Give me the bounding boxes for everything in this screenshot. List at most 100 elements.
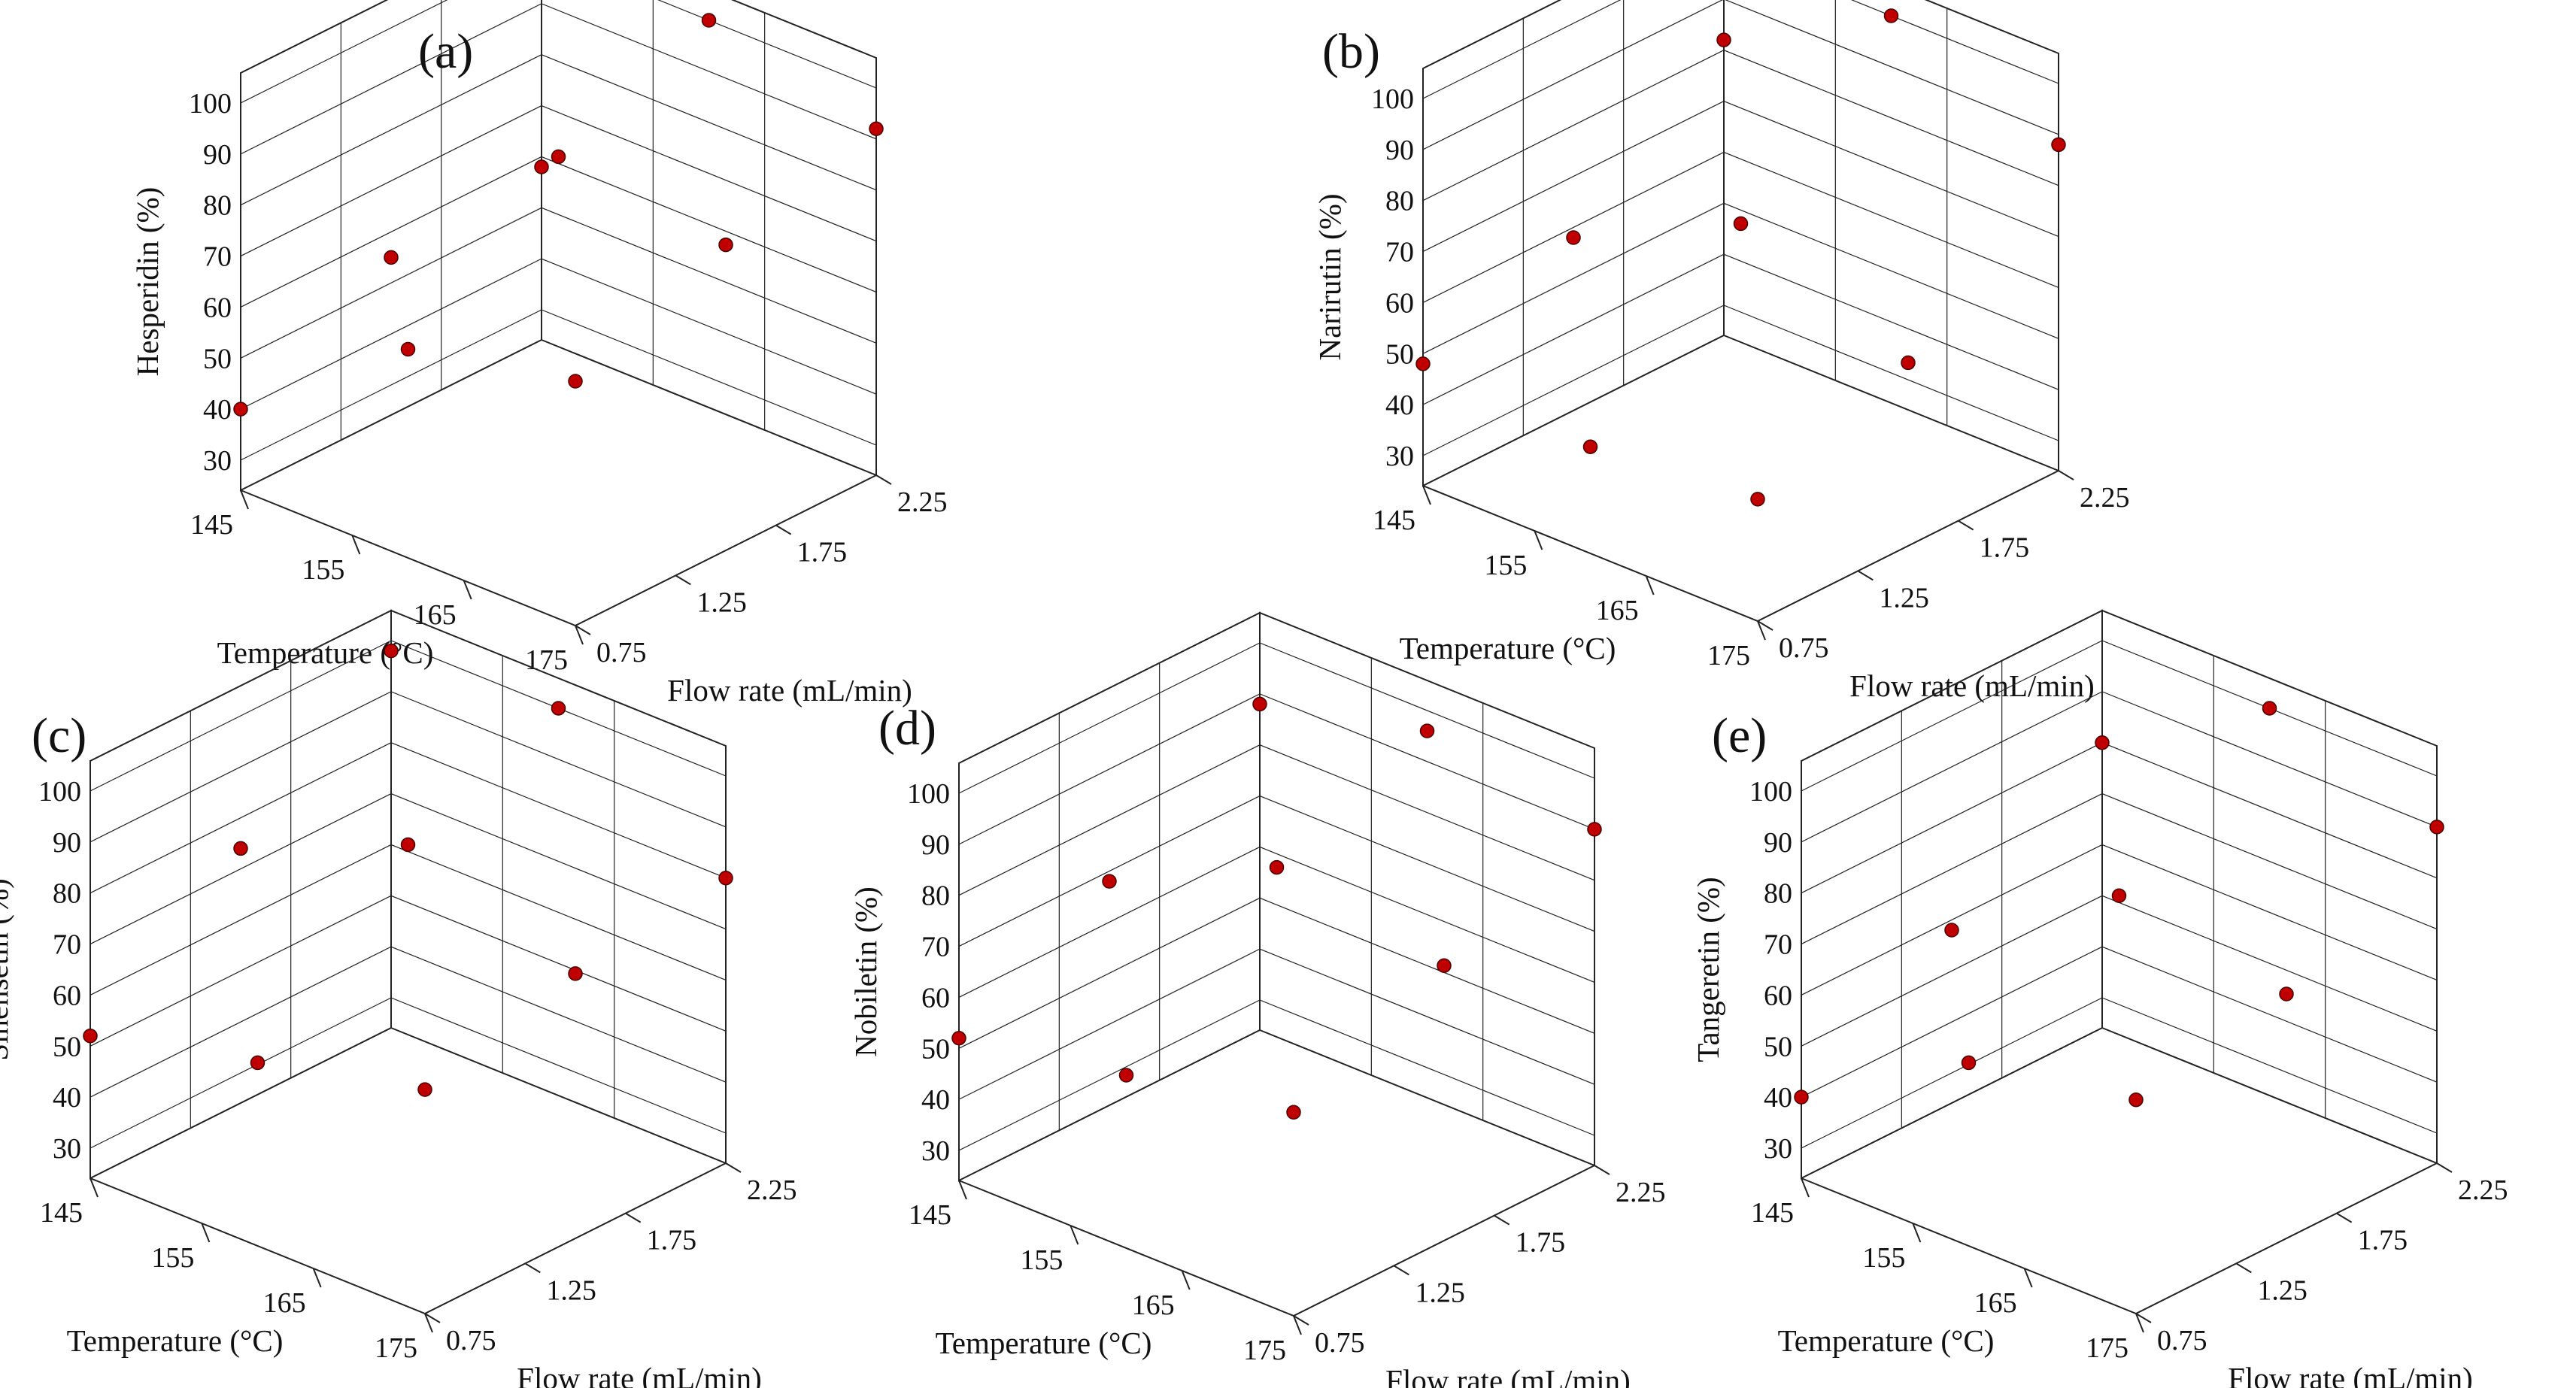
back-walls — [958, 611, 1595, 1182]
z-tick-label: 90 — [1385, 135, 1414, 166]
wall-gridline — [958, 948, 1595, 1100]
temperature-tick — [351, 535, 361, 555]
left-wall — [240, 0, 542, 492]
design-point — [384, 643, 399, 659]
z-tick-label: 90 — [203, 139, 232, 171]
temperature-tick — [1534, 530, 1543, 550]
wall-gridline — [958, 693, 1595, 845]
flow-tick — [2336, 1212, 2353, 1223]
design-point — [718, 237, 733, 253]
floor-edges — [958, 1165, 1595, 1317]
z-tick-label: 40 — [53, 1082, 81, 1114]
temperature-tick — [1645, 575, 1655, 596]
temperature-tick-label: 175 — [1707, 640, 1750, 671]
temperature-tick-label: 175 — [1243, 1335, 1286, 1366]
flow-tick — [775, 524, 792, 535]
wall-gridline — [1801, 691, 2438, 843]
wall-gridline — [90, 895, 727, 1047]
flow-tick — [1393, 1265, 1409, 1276]
flow-axis: 0.75 1.25 1.75 2.25 Flow rate (mL/min) — [2135, 1162, 2508, 1388]
z-tick-label: 90 — [1764, 827, 1792, 859]
z-tick-label: 60 — [53, 980, 81, 1011]
design-point — [1437, 958, 1452, 974]
temperature-tick-label: 145 — [909, 1199, 951, 1231]
design-point — [1415, 356, 1431, 371]
temperature-tick — [575, 625, 584, 645]
design-point — [568, 374, 583, 389]
temperature-tick-label: 145 — [1751, 1197, 1794, 1229]
panel-a: 30 40 50 60 70 80 90 100 Hesperidin (%) 145 155 165… — [130, 0, 948, 708]
temperature-tick — [424, 1313, 433, 1333]
temperature-tick — [201, 1223, 211, 1243]
z-tick-label: 30 — [1385, 441, 1414, 472]
design-point — [400, 341, 416, 357]
wall-gridline — [1422, 0, 2059, 150]
z-axis-label: Nobiletin (%) — [848, 886, 883, 1057]
design-point — [1883, 8, 1899, 23]
z-tick-label: 90 — [921, 829, 950, 861]
z-tick-label: 40 — [921, 1084, 950, 1116]
wall-gridline — [240, 105, 877, 257]
flow-axis: 0.75 1.25 1.75 2.25 Flow rate (mL/min) — [575, 474, 948, 708]
temperature-tick-label: 145 — [190, 509, 233, 541]
design-point — [551, 701, 566, 716]
design-point — [384, 250, 399, 265]
design-point — [551, 149, 566, 165]
z-tick-label: 80 — [1385, 186, 1414, 217]
design-point — [1961, 1055, 1977, 1071]
z-tick-label: 70 — [1764, 929, 1792, 961]
design-point — [2051, 137, 2066, 153]
flow-axis: 0.75 1.25 1.75 2.25 Flow rate (mL/min) — [424, 1162, 797, 1388]
z-tick-label: 80 — [1764, 878, 1792, 910]
temperature-tick-label: 155 — [302, 554, 344, 586]
wall-gridline — [240, 0, 877, 104]
flow-axis: 0.75 1.25 1.75 2.25 Flow rate (mL/min) — [1293, 1165, 1666, 1388]
left-wall — [958, 611, 1261, 1182]
wall-gridline — [90, 792, 727, 945]
design-point — [718, 870, 733, 886]
flow-tick-label: 0.75 — [446, 1325, 496, 1356]
floor-edges — [1422, 470, 2059, 623]
wall-gridline — [958, 642, 1595, 794]
wall-gridline — [90, 742, 727, 894]
wall-gridline — [958, 897, 1595, 1049]
temperature-tick-label: 165 — [263, 1287, 306, 1319]
flow-tick-label: 1.75 — [1980, 532, 2030, 564]
z-axis: 30 40 50 60 70 80 90 100 Narirutin (%) — [1312, 83, 1414, 472]
design-point — [1566, 230, 1581, 245]
temperature-tick-label: 165 — [1596, 595, 1639, 626]
flow-tick — [625, 1212, 642, 1223]
design-point — [701, 13, 717, 28]
design-point — [1269, 859, 1285, 875]
design-point — [1944, 923, 1959, 938]
flow-tick-label: 2.25 — [747, 1174, 797, 1206]
design-point — [2111, 888, 2127, 904]
flow-tick — [675, 574, 691, 586]
z-tick-label: 50 — [1385, 338, 1414, 370]
z-axis-label: Narirutin (%) — [1312, 194, 1347, 361]
z-tick-label: 90 — [53, 827, 81, 859]
z-tick-label: 50 — [53, 1031, 81, 1062]
temperature-axis: 145 155 165 175 Temperature (°C) — [1751, 1177, 2144, 1364]
wall-gridline — [90, 997, 727, 1149]
wall-gridline — [240, 309, 877, 461]
flow-tick — [524, 1262, 541, 1274]
temperature-tick — [1422, 485, 1431, 505]
design-point — [2262, 701, 2277, 716]
z-tick-label: 30 — [53, 1133, 81, 1165]
temperature-axis: 145 155 165 175 Temperature (°C) — [1373, 485, 1766, 671]
flow-tick — [875, 474, 892, 485]
flow-tick-label: 0.75 — [596, 637, 647, 668]
flow-tick-label: 2.25 — [2080, 482, 2130, 514]
flow-tick-label: 1.75 — [2358, 1225, 2408, 1256]
design-points — [233, 13, 884, 417]
flow-tick-label: 1.75 — [797, 537, 848, 568]
wall-gridline — [1801, 844, 2438, 996]
temperature-tick-label: 175 — [2086, 1332, 2128, 1364]
flow-axis-label: Flow rate (mL/min) — [1385, 1363, 1631, 1388]
design-point — [1582, 439, 1598, 454]
temperature-tick-label: 155 — [1020, 1244, 1063, 1276]
wall-gridline — [1801, 946, 2438, 1098]
wall-gridline — [240, 156, 877, 308]
